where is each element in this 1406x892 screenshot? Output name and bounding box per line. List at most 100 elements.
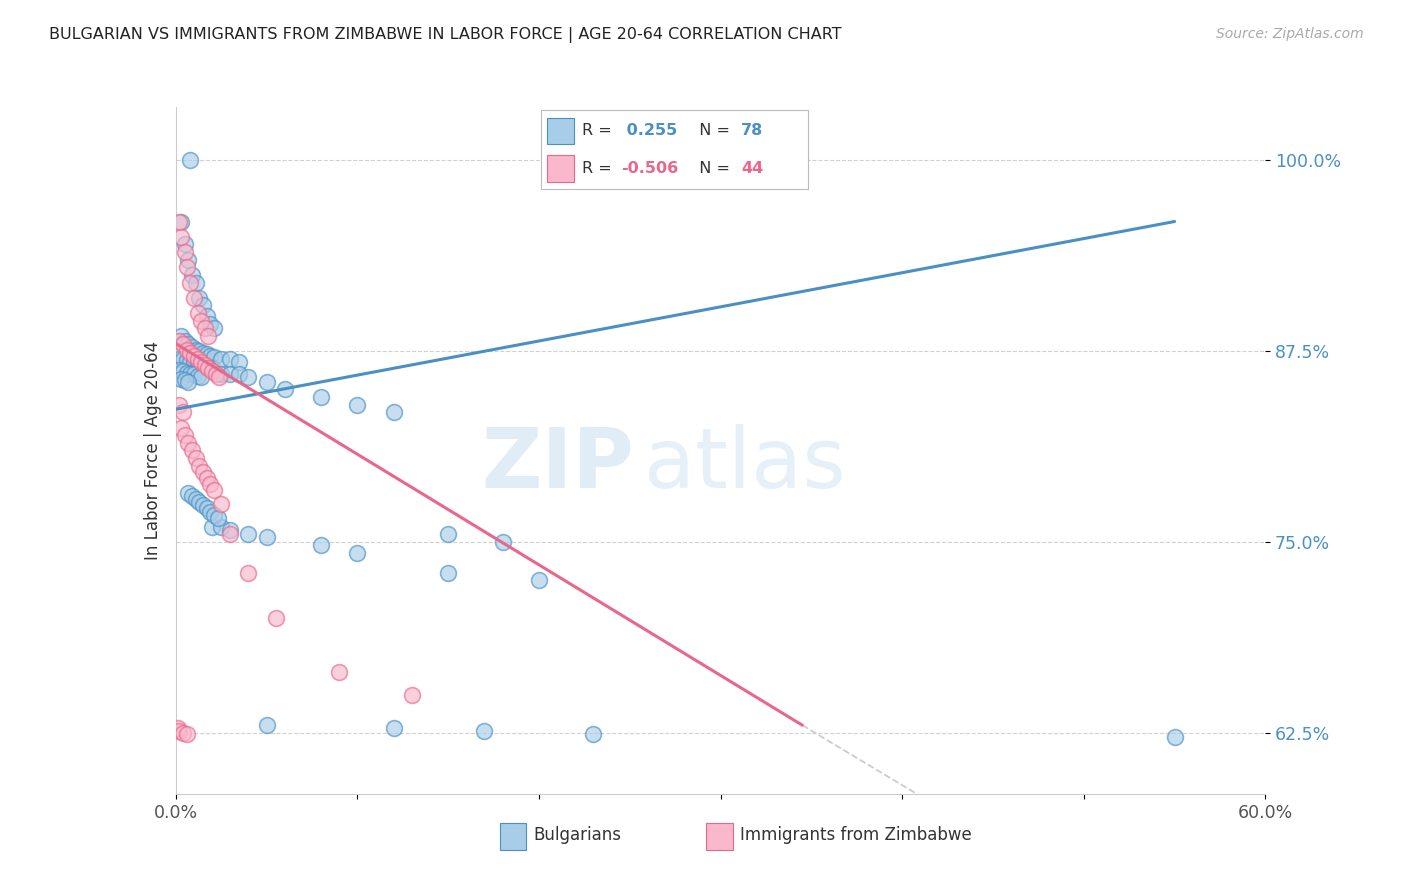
Point: [201, 520, 224, 534]
Point: [219, 523, 242, 537]
Point: [437, 527, 460, 541]
Point: [191, 499, 214, 513]
Point: [169, 398, 191, 412]
Point: [200, 317, 222, 331]
Point: [173, 245, 195, 260]
Point: [437, 566, 460, 580]
Point: [219, 527, 242, 541]
Point: [256, 531, 278, 545]
Point: [179, 153, 201, 168]
Point: [382, 405, 405, 419]
Point: [256, 375, 278, 389]
Point: [190, 355, 212, 369]
Point: [256, 718, 278, 732]
Point: [177, 486, 200, 500]
Point: [238, 527, 260, 541]
Y-axis label: In Labor Force | Age 20-64: In Labor Force | Age 20-64: [143, 341, 162, 560]
Point: [179, 355, 201, 369]
Point: [170, 214, 193, 228]
Point: [238, 566, 260, 580]
Point: [190, 314, 212, 328]
Point: [176, 260, 198, 275]
Point: [181, 268, 204, 282]
Point: [170, 420, 193, 434]
Point: [382, 721, 405, 735]
Point: [176, 727, 198, 741]
Point: [188, 495, 211, 509]
Point: [179, 276, 201, 290]
Text: BULGARIAN VS IMMIGRANTS FROM ZIMBABWE IN LABOR FORCE | AGE 20-64 CORRELATION CHA: BULGARIAN VS IMMIGRANTS FROM ZIMBABWE IN…: [49, 27, 842, 43]
Point: [173, 237, 195, 252]
Point: [184, 343, 207, 357]
Point: [264, 611, 287, 625]
Point: [188, 291, 211, 305]
Point: [170, 329, 193, 343]
Point: [186, 351, 209, 366]
Point: [195, 501, 218, 516]
Point: [190, 370, 212, 384]
Point: [169, 334, 191, 348]
Point: [181, 443, 204, 458]
Point: [181, 489, 204, 503]
Point: [197, 361, 219, 376]
Point: [188, 458, 211, 473]
Point: [184, 276, 207, 290]
Point: [177, 252, 200, 267]
Point: [194, 359, 217, 374]
Point: [401, 688, 423, 702]
Point: [183, 291, 205, 305]
Point: [177, 435, 200, 450]
Point: [194, 358, 217, 372]
Point: [197, 359, 219, 374]
Point: [202, 483, 225, 497]
Point: [492, 535, 515, 549]
Point: [173, 428, 195, 442]
Point: [173, 334, 195, 348]
Point: [474, 724, 496, 739]
Point: [188, 344, 211, 359]
Point: [177, 375, 200, 389]
Point: [197, 329, 219, 343]
Point: [228, 355, 250, 369]
Point: [202, 508, 225, 522]
Point: [309, 538, 332, 552]
Point: [172, 405, 194, 419]
Text: Source: ZipAtlas.com: Source: ZipAtlas.com: [1216, 27, 1364, 41]
Point: [173, 373, 195, 387]
Point: [186, 356, 209, 370]
Point: [274, 383, 297, 397]
Point: [191, 345, 214, 359]
Point: [191, 465, 214, 479]
Point: [172, 351, 194, 366]
Point: [177, 336, 200, 351]
Point: [186, 368, 209, 383]
Point: [209, 497, 232, 511]
Point: [527, 573, 550, 587]
Point: [202, 321, 225, 335]
Point: [184, 492, 207, 507]
Point: [195, 347, 218, 361]
Point: [204, 367, 226, 381]
Point: [238, 370, 260, 384]
Point: [200, 504, 222, 518]
Point: [346, 398, 368, 412]
Point: [208, 370, 231, 384]
Point: [166, 721, 188, 735]
Point: [201, 361, 224, 376]
Point: [346, 546, 368, 560]
Point: [202, 351, 225, 365]
Point: [176, 353, 198, 368]
Point: [191, 298, 214, 312]
Point: [170, 372, 193, 386]
Point: [172, 726, 194, 740]
Point: [194, 321, 217, 335]
Point: [200, 349, 222, 363]
Point: [328, 665, 350, 679]
Point: [1163, 731, 1185, 745]
Point: [169, 362, 191, 376]
Point: [219, 351, 242, 366]
Point: [183, 349, 205, 363]
Point: [207, 510, 229, 524]
Point: [219, 367, 242, 381]
Point: [181, 340, 204, 354]
